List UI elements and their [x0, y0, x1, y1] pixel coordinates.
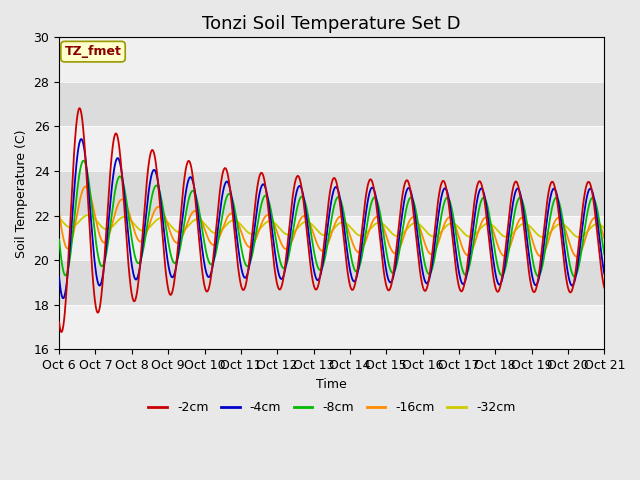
-8cm: [570, 274, 578, 279]
-2cm: [177, 207, 185, 213]
Line: -8cm: -8cm: [59, 161, 604, 276]
-2cm: [164, 285, 172, 290]
-16cm: [600, 235, 608, 241]
-4cm: [60, 295, 67, 301]
Bar: [59, 260, 604, 305]
X-axis label: Time: Time: [316, 378, 347, 391]
-8cm: [164, 234, 172, 240]
Line: -32cm: -32cm: [59, 215, 604, 237]
-2cm: [417, 275, 425, 280]
Line: -16cm: -16cm: [59, 186, 604, 257]
-4cm: [536, 269, 544, 275]
-2cm: [58, 329, 65, 335]
Title: Tonzi Soil Temperature Set D: Tonzi Soil Temperature Set D: [202, 15, 461, 33]
Text: TZ_fmet: TZ_fmet: [65, 45, 122, 58]
-32cm: [488, 222, 495, 228]
-32cm: [177, 229, 184, 235]
-4cm: [177, 227, 185, 232]
-2cm: [600, 285, 608, 290]
-16cm: [177, 237, 184, 242]
-32cm: [536, 233, 544, 239]
Bar: [59, 216, 604, 260]
-2cm: [488, 265, 496, 271]
-2cm: [55, 320, 63, 325]
-4cm: [55, 275, 63, 280]
-32cm: [417, 222, 424, 228]
-8cm: [238, 247, 246, 253]
-2cm: [238, 286, 246, 292]
-8cm: [600, 251, 608, 257]
-8cm: [55, 237, 63, 242]
-32cm: [238, 223, 246, 228]
Y-axis label: Soil Temperature (C): Soil Temperature (C): [15, 129, 28, 258]
-4cm: [488, 248, 496, 254]
-32cm: [84, 212, 92, 218]
-8cm: [79, 158, 87, 164]
-8cm: [488, 228, 495, 233]
-16cm: [536, 253, 544, 259]
-8cm: [536, 272, 544, 277]
-32cm: [55, 215, 63, 221]
-4cm: [164, 259, 172, 265]
-16cm: [55, 210, 63, 216]
-16cm: [417, 227, 424, 233]
Bar: [59, 82, 604, 126]
Bar: [59, 171, 604, 216]
-32cm: [164, 219, 172, 225]
-16cm: [82, 183, 90, 189]
-2cm: [536, 261, 544, 266]
-4cm: [238, 269, 246, 275]
-4cm: [600, 271, 608, 276]
-32cm: [600, 226, 608, 231]
-16cm: [573, 254, 580, 260]
Bar: [59, 126, 604, 171]
Bar: [59, 305, 604, 349]
-16cm: [164, 221, 172, 227]
-16cm: [238, 230, 246, 236]
-32cm: [575, 234, 583, 240]
Line: -4cm: -4cm: [59, 139, 604, 298]
-16cm: [488, 224, 495, 229]
Line: -2cm: -2cm: [59, 108, 604, 332]
-4cm: [417, 258, 425, 264]
-8cm: [177, 242, 184, 248]
-2cm: [76, 105, 83, 111]
-8cm: [417, 236, 424, 242]
-4cm: [77, 136, 85, 142]
Legend: -2cm, -4cm, -8cm, -16cm, -32cm: -2cm, -4cm, -8cm, -16cm, -32cm: [143, 396, 520, 419]
Bar: [59, 37, 604, 82]
